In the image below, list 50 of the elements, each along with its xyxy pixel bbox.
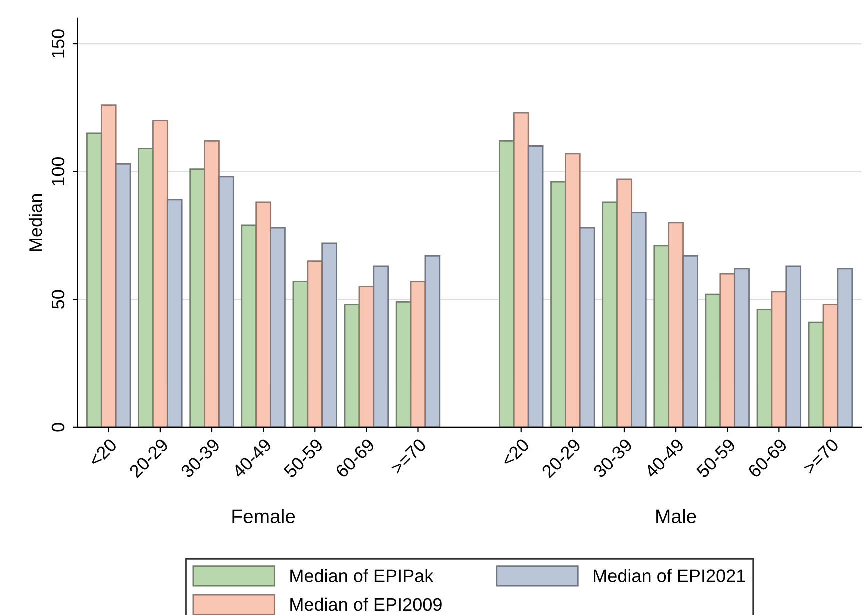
bar xyxy=(344,304,360,428)
legend-label: Median of EPIPak xyxy=(290,569,434,582)
bar xyxy=(631,212,647,428)
bar xyxy=(152,120,168,428)
bar xyxy=(756,309,773,428)
bar xyxy=(204,140,220,428)
bar xyxy=(241,224,258,428)
bar xyxy=(115,163,132,428)
bar xyxy=(270,227,286,428)
bar xyxy=(579,227,596,428)
y-tick-label: 150 xyxy=(52,30,65,58)
bar xyxy=(499,140,515,428)
bar xyxy=(565,153,581,428)
bar xyxy=(307,260,324,428)
bar xyxy=(100,104,117,428)
bar xyxy=(138,148,154,428)
bar xyxy=(822,304,839,428)
bar xyxy=(654,245,670,428)
bar xyxy=(602,202,618,428)
bar xyxy=(808,322,824,428)
legend-label: Median of EPI2009 xyxy=(290,598,442,612)
y-tick-label: 100 xyxy=(52,157,65,186)
bar xyxy=(682,255,698,428)
y-tick-label: 0 xyxy=(52,423,65,432)
bar xyxy=(734,268,750,428)
text: Female xyxy=(232,509,296,524)
bar xyxy=(190,168,206,428)
bar xyxy=(528,146,544,428)
bar xyxy=(166,199,183,428)
y-tick-label: 50 xyxy=(52,290,65,309)
bar xyxy=(396,301,412,428)
bar xyxy=(786,266,802,428)
bar xyxy=(256,202,272,428)
bar xyxy=(424,255,441,428)
bar xyxy=(86,132,102,428)
y-axis-title: Median xyxy=(29,194,42,252)
bar xyxy=(550,181,566,428)
bar xyxy=(837,268,854,428)
bar xyxy=(218,176,234,428)
bar xyxy=(373,266,390,428)
x-tick-label: <20 xyxy=(88,438,118,468)
bar xyxy=(410,281,426,428)
legend-label: Median of EPI2021 xyxy=(594,569,746,582)
text: Male xyxy=(656,509,696,524)
bar xyxy=(720,273,736,428)
x-tick-label: <20 xyxy=(500,438,530,468)
bar xyxy=(616,178,632,428)
bar xyxy=(322,242,338,428)
bar xyxy=(668,222,684,428)
bar xyxy=(513,112,530,428)
